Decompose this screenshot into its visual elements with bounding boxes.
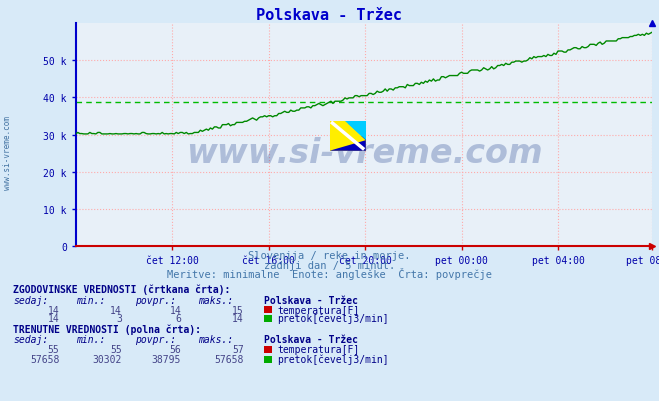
Text: Slovenija / reke in morje.: Slovenija / reke in morje. (248, 251, 411, 261)
Polygon shape (330, 121, 348, 136)
Polygon shape (348, 121, 366, 136)
Text: 14: 14 (169, 305, 181, 315)
Text: sedaj:: sedaj: (13, 295, 48, 305)
Text: temperatura[F]: temperatura[F] (277, 305, 360, 315)
Text: povpr.:: povpr.: (135, 295, 176, 305)
Text: 56: 56 (169, 344, 181, 354)
Text: 14: 14 (232, 314, 244, 324)
Polygon shape (330, 141, 366, 151)
Text: 14: 14 (47, 305, 59, 315)
Text: TRENUTNE VREDNOSTI (polna črta):: TRENUTNE VREDNOSTI (polna črta): (13, 324, 201, 334)
Polygon shape (330, 121, 366, 151)
Text: Polskava - Tržec: Polskava - Tržec (264, 334, 358, 344)
Polygon shape (330, 136, 348, 151)
Text: maks.:: maks.: (198, 334, 233, 344)
Text: Polskava - Tržec: Polskava - Tržec (264, 295, 358, 305)
Text: 6: 6 (175, 314, 181, 324)
Text: maks.:: maks.: (198, 295, 233, 305)
Text: 57658: 57658 (214, 354, 244, 364)
Text: 30302: 30302 (92, 354, 122, 364)
Text: temperatura[F]: temperatura[F] (277, 344, 360, 354)
Text: min.:: min.: (76, 295, 105, 305)
Text: zadnji dan / 5 minut.: zadnji dan / 5 minut. (264, 260, 395, 270)
Text: 57: 57 (232, 344, 244, 354)
Text: 38795: 38795 (152, 354, 181, 364)
Text: 57658: 57658 (30, 354, 59, 364)
Text: pretok[čevelj3/min]: pretok[čevelj3/min] (277, 313, 389, 324)
Text: min.:: min.: (76, 334, 105, 344)
Text: Polskava - Tržec: Polskava - Tržec (256, 8, 403, 23)
Text: 55: 55 (47, 344, 59, 354)
Text: ZGODOVINSKE VREDNOSTI (črtkana črta):: ZGODOVINSKE VREDNOSTI (črtkana črta): (13, 284, 231, 295)
Text: pretok[čevelj3/min]: pretok[čevelj3/min] (277, 354, 389, 364)
Text: sedaj:: sedaj: (13, 334, 48, 344)
Text: povpr.:: povpr.: (135, 334, 176, 344)
Polygon shape (345, 121, 366, 141)
Text: Meritve: minimalne  Enote: angleške  Črta: povprečje: Meritve: minimalne Enote: angleške Črta:… (167, 267, 492, 279)
Text: 14: 14 (110, 305, 122, 315)
Polygon shape (348, 136, 366, 151)
Text: 55: 55 (110, 344, 122, 354)
Text: 3: 3 (116, 314, 122, 324)
Text: www.si-vreme.com: www.si-vreme.com (186, 137, 542, 170)
Text: 14: 14 (47, 314, 59, 324)
Text: www.si-vreme.com: www.si-vreme.com (3, 115, 13, 189)
Text: 15: 15 (232, 305, 244, 315)
